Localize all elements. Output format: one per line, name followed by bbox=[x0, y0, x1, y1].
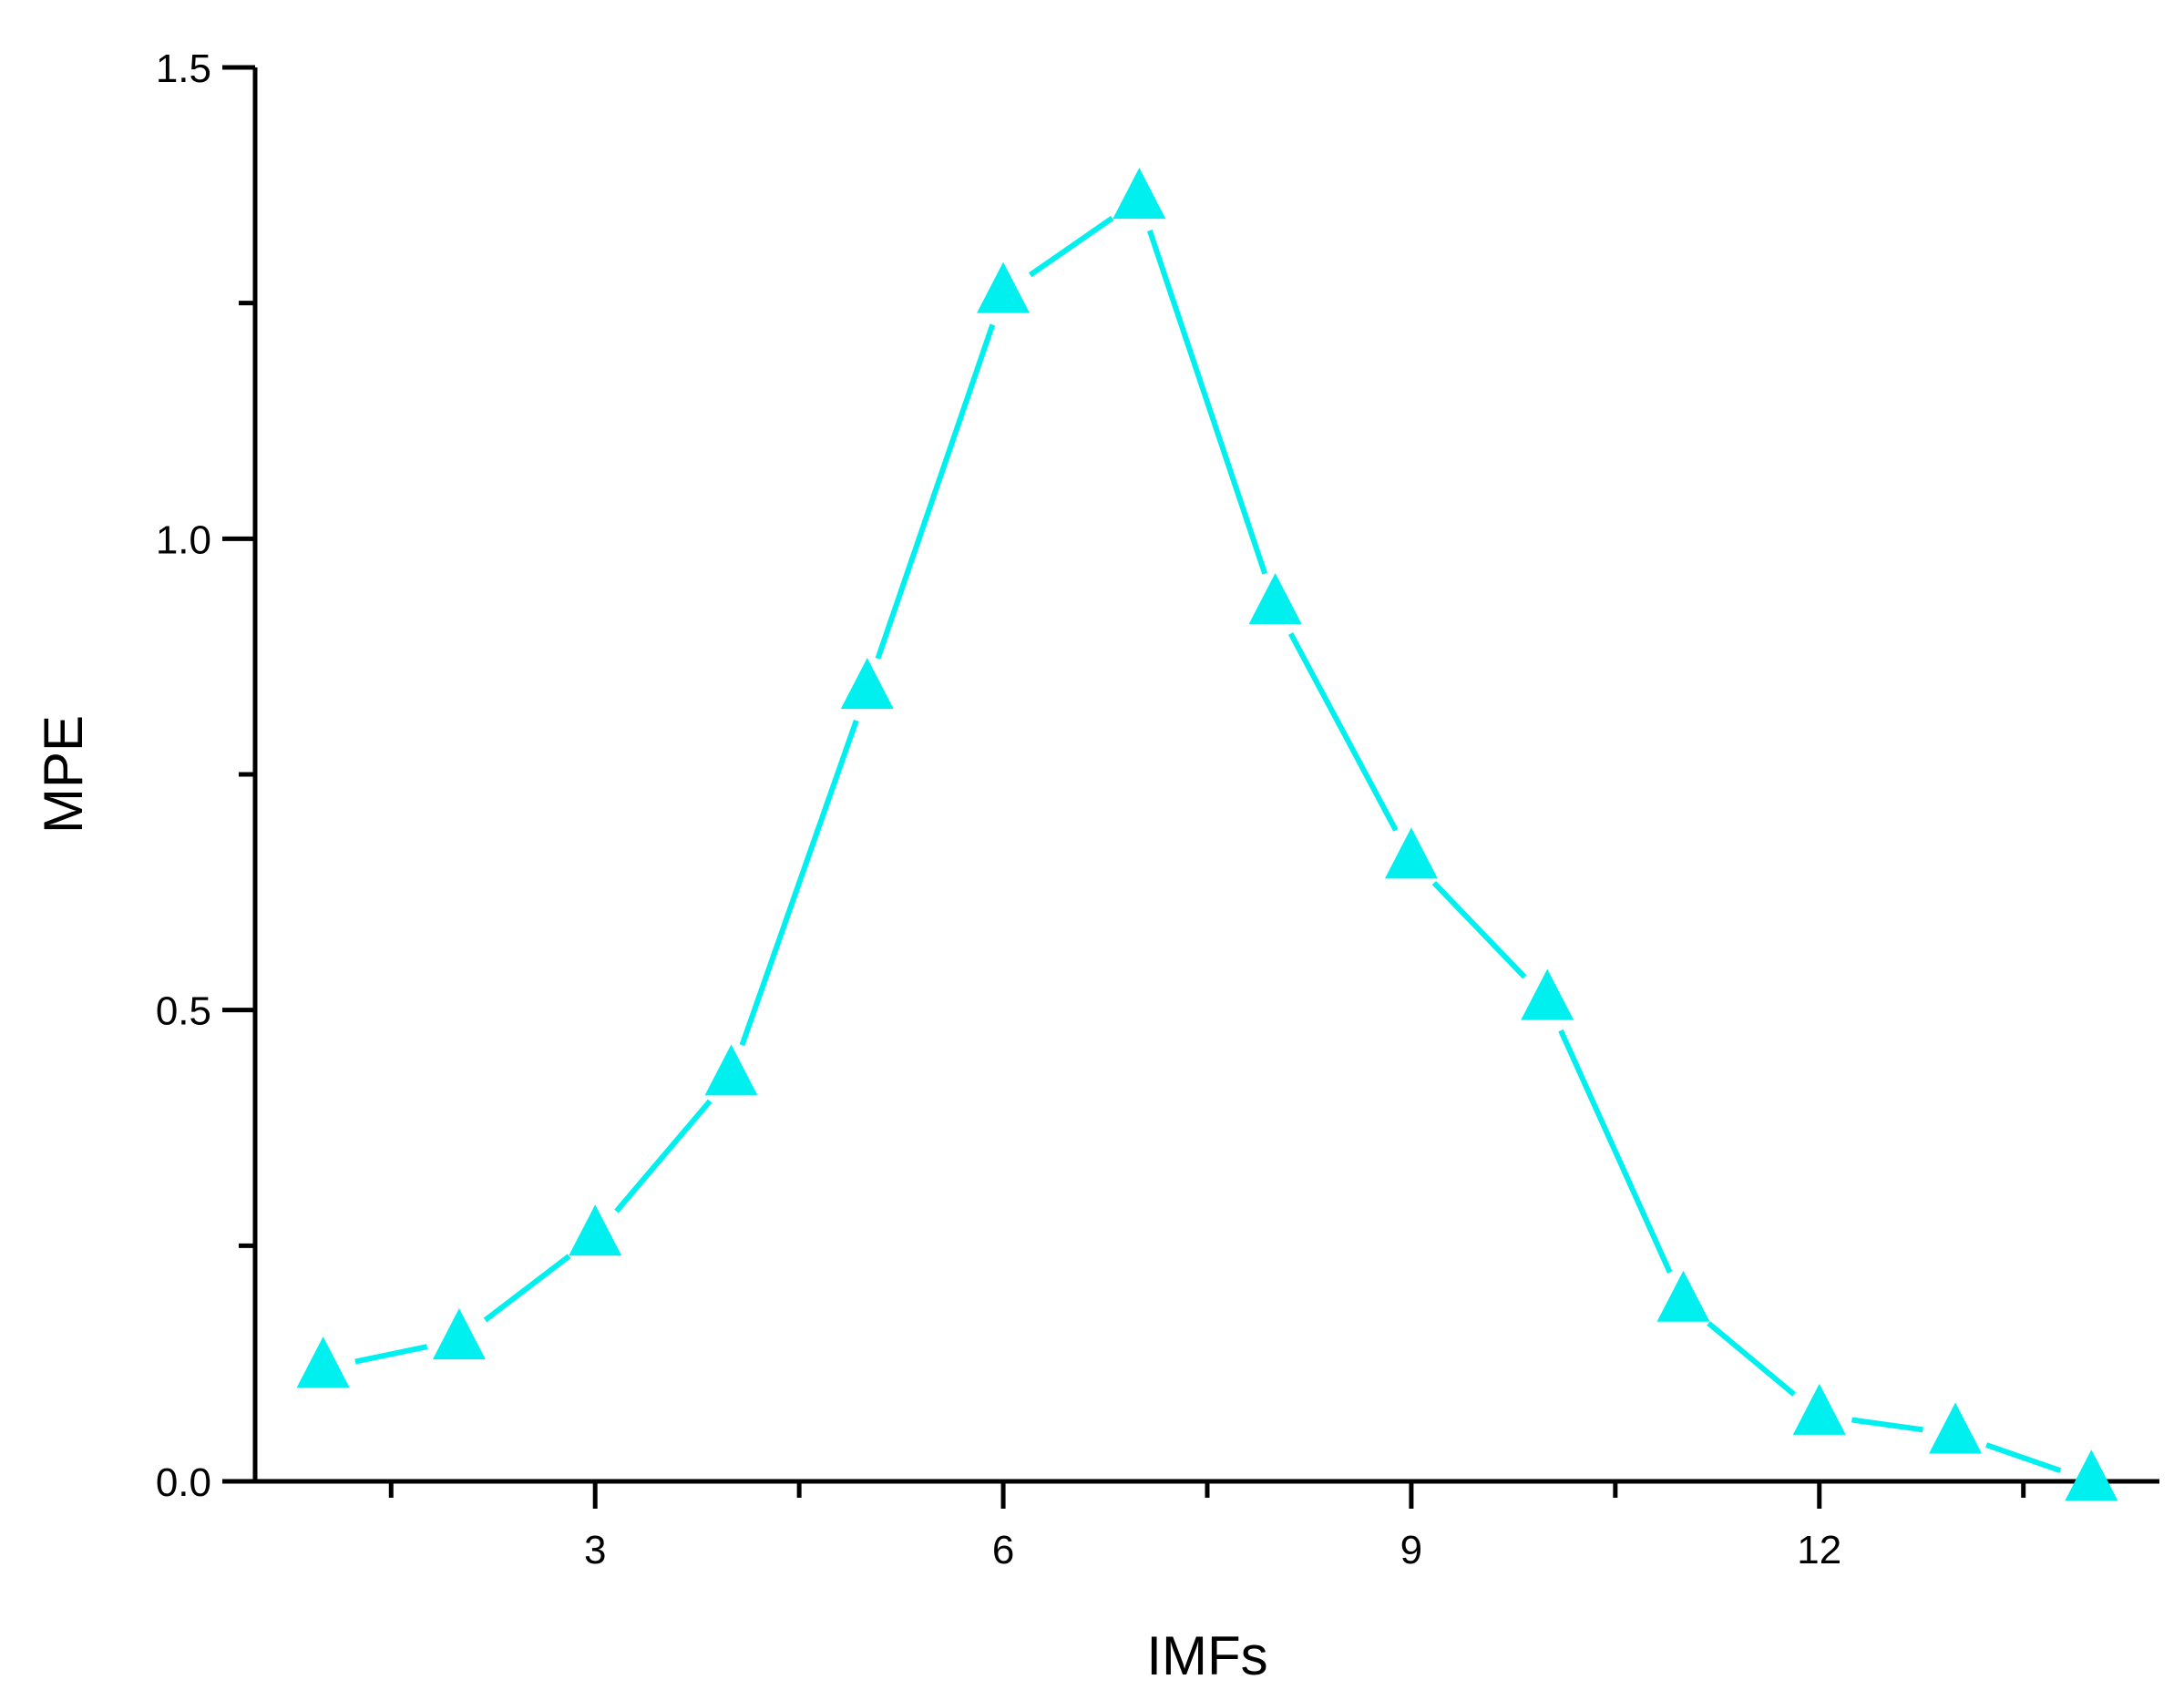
data-point-triangle bbox=[1929, 1402, 1983, 1454]
series-line-segment bbox=[614, 1099, 713, 1214]
y-tick-label: 1.0 bbox=[156, 517, 211, 562]
x-tick-label: 6 bbox=[992, 1528, 1014, 1572]
y-tick-label: 1.5 bbox=[156, 46, 211, 91]
data-point-triangle bbox=[840, 658, 894, 710]
data-point-triangle bbox=[569, 1204, 622, 1256]
series-line-segment bbox=[1851, 1417, 1923, 1433]
y-tick-label: 0.0 bbox=[156, 1460, 211, 1505]
series-line-segment bbox=[354, 1344, 428, 1365]
y-axis-title: MPE bbox=[33, 715, 94, 834]
data-point-triangle bbox=[1384, 827, 1438, 879]
data-point-triangle bbox=[1113, 168, 1166, 220]
data-point-triangle bbox=[2065, 1449, 2118, 1501]
x-tick-label: 9 bbox=[1400, 1528, 1422, 1572]
series-line-segment bbox=[1287, 632, 1399, 832]
series-line-segment bbox=[1028, 215, 1114, 278]
data-point-triangle bbox=[432, 1308, 486, 1360]
series-line-segment bbox=[1146, 230, 1268, 575]
tick-labels: 0.0 0.5 1.0 1.5 3 6 9 12 bbox=[156, 46, 1841, 1572]
ticks bbox=[222, 65, 2026, 1509]
series-line-segment bbox=[483, 1254, 571, 1323]
x-axis-title: IMFs bbox=[1146, 1625, 1267, 1686]
axes bbox=[222, 67, 2159, 1484]
data-point-triangle bbox=[977, 261, 1030, 313]
series-line-segment bbox=[1707, 1321, 1797, 1397]
data-point-triangle bbox=[704, 1044, 758, 1096]
series-line-segment bbox=[875, 323, 996, 660]
series-line-segment bbox=[1985, 1442, 2062, 1474]
series-layer bbox=[296, 168, 2118, 1501]
series-line-segment bbox=[1558, 1029, 1673, 1274]
y-tick-label: 0.5 bbox=[156, 989, 211, 1034]
series-line-segment bbox=[1431, 880, 1527, 979]
data-point-triangle bbox=[1521, 968, 1574, 1020]
data-point-triangle bbox=[1792, 1383, 1846, 1435]
x-tick-label: 12 bbox=[1797, 1528, 1841, 1572]
data-point-triangle bbox=[1656, 1270, 1710, 1322]
x-tick-label: 3 bbox=[584, 1528, 606, 1572]
data-point-triangle bbox=[296, 1336, 350, 1388]
series-line-segment bbox=[739, 719, 859, 1047]
data-point-triangle bbox=[1248, 573, 1302, 625]
